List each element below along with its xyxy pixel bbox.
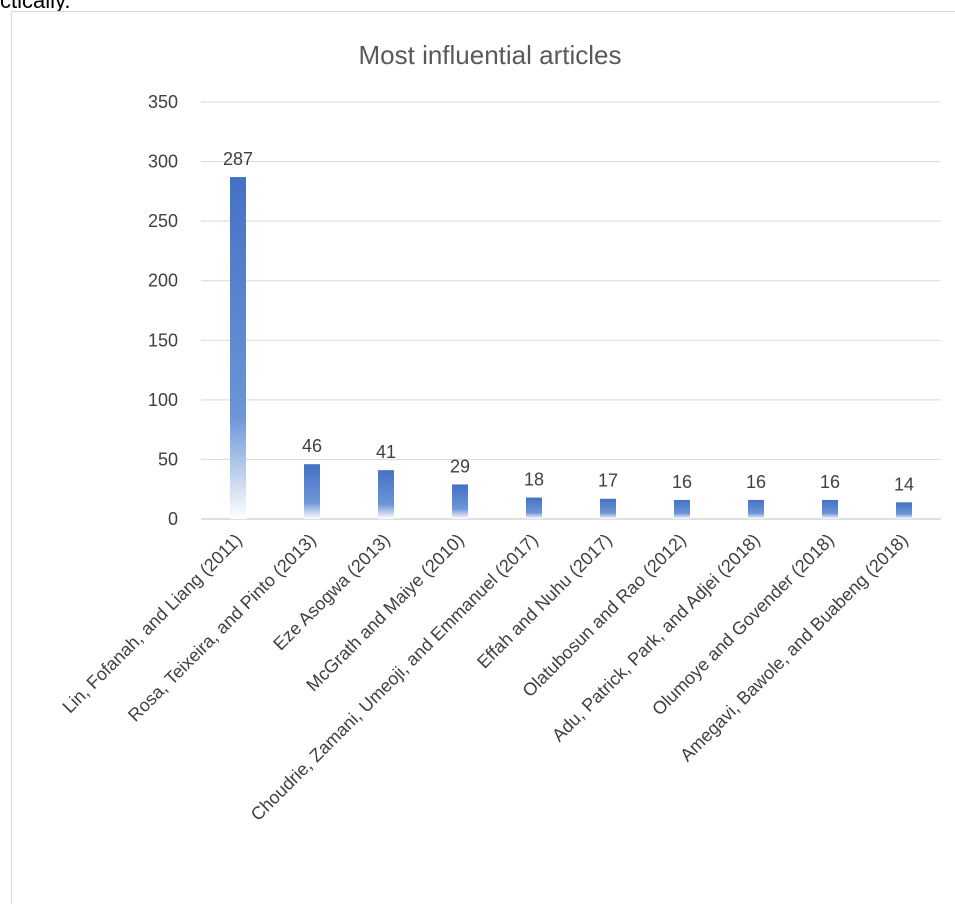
bar: [600, 498, 616, 519]
bar: [674, 499, 690, 519]
y-tick-label: 200: [148, 271, 178, 291]
bar: [526, 497, 542, 519]
gridlines: [201, 101, 941, 520]
data-label: 14: [894, 474, 914, 494]
data-label: 287: [223, 149, 253, 169]
bar: [822, 499, 838, 519]
data-label: 16: [672, 472, 692, 492]
chart-frame: Most influential articles 0 50 100 150 200 25…: [11, 11, 955, 904]
bar: [896, 502, 912, 519]
data-label: 16: [746, 472, 766, 492]
chart: Most influential articles 0 50 100 150 200 25…: [59, 40, 941, 825]
y-tick-label: 250: [148, 211, 178, 231]
data-label: 46: [302, 436, 322, 456]
data-label: 18: [524, 470, 544, 490]
data-label: 17: [598, 471, 618, 491]
y-tick-label: 300: [148, 152, 178, 172]
y-tick-label: 150: [148, 330, 178, 350]
data-labels: 287 46 41 29 18 17 16 16 16 14: [223, 149, 914, 494]
y-tick-label: 350: [148, 92, 178, 112]
bar: [452, 484, 468, 519]
category-label: Effah and Nuhu (2017): [473, 530, 616, 673]
bar: [230, 177, 246, 519]
bar: [748, 499, 764, 519]
y-axis-ticks: 0 50 100 150 200 250 300 350: [148, 92, 178, 529]
y-tick-label: 0: [168, 509, 178, 529]
bars: [230, 177, 912, 519]
data-label: 41: [376, 442, 396, 462]
data-label: 16: [820, 472, 840, 492]
y-tick-label: 50: [158, 449, 178, 469]
chart-title: Most influential articles: [359, 40, 622, 70]
y-tick-label: 100: [148, 390, 178, 410]
data-label: 29: [450, 456, 470, 476]
cut-off-text: ctically.: [0, 0, 71, 13]
x-axis-categories: Lin, Fofanah, and Liang (2011)Rosa, Teix…: [59, 530, 912, 825]
category-label: McGrath and Maiye (2010): [302, 530, 468, 696]
bar: [304, 464, 320, 519]
category-label: Choudrie, Zamani, Umeoji, and Emmanuel (…: [247, 530, 542, 825]
bar: [378, 470, 394, 519]
